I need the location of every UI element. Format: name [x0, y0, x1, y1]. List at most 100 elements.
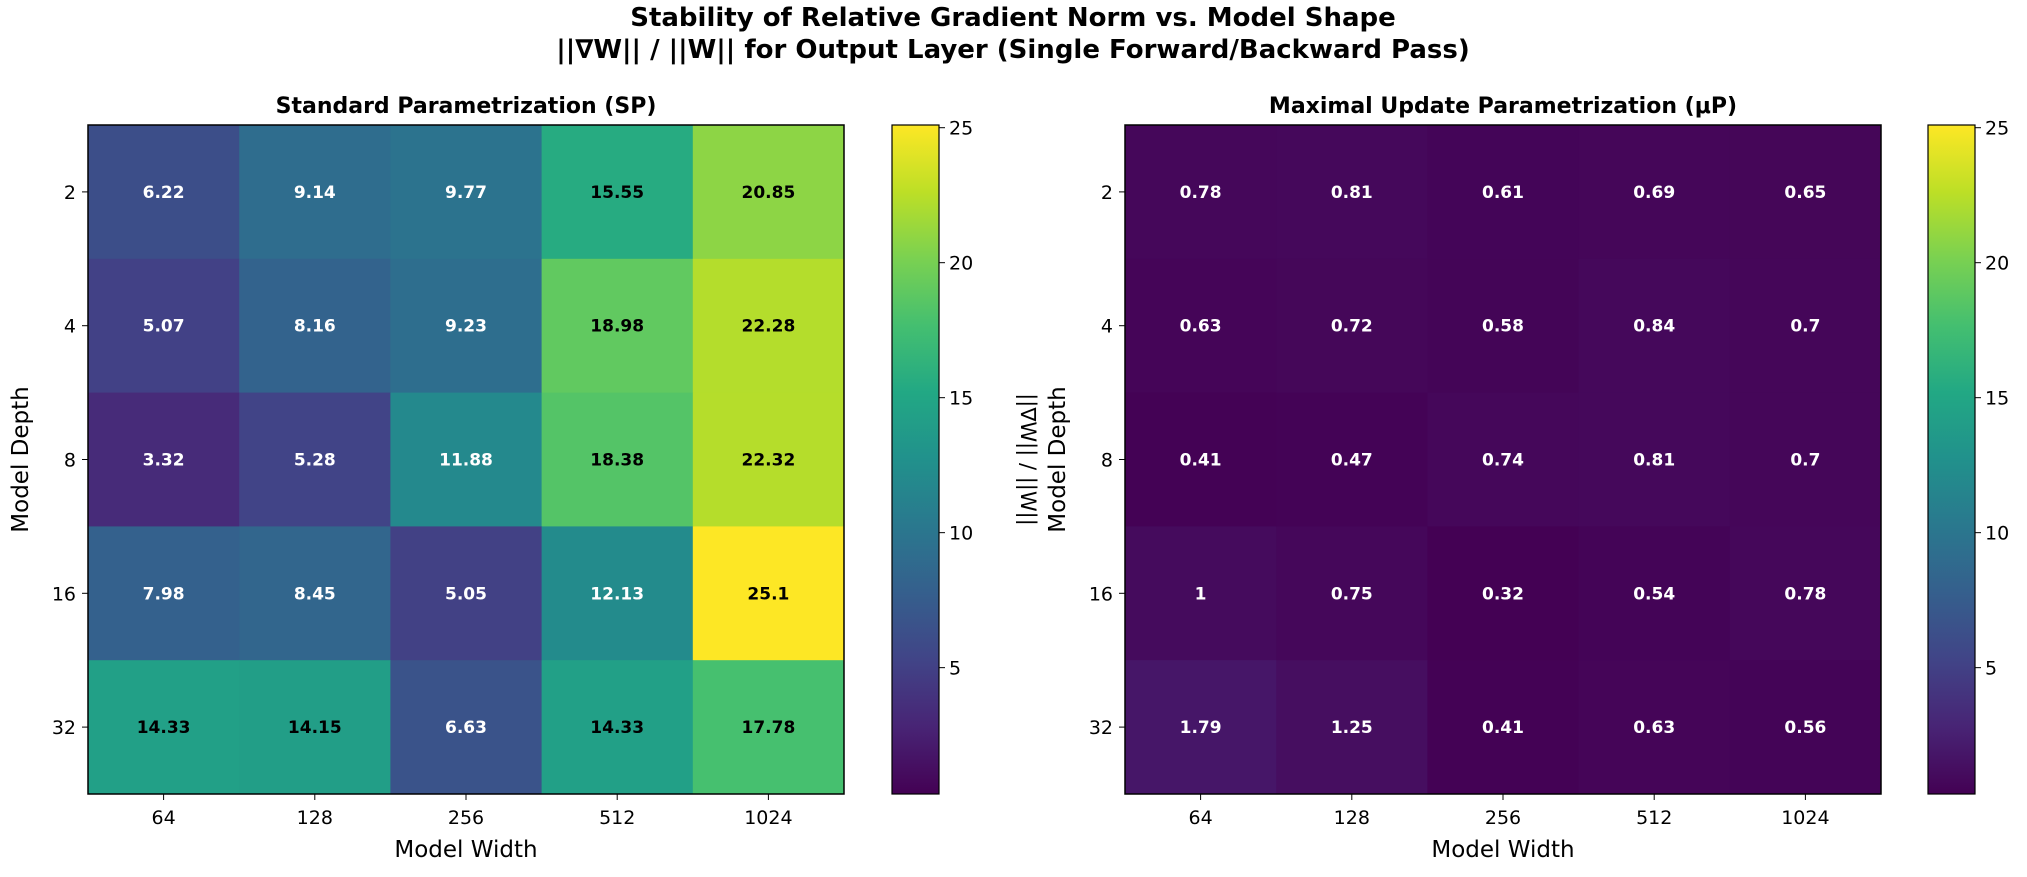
heatmap-cell [88, 258, 240, 394]
y-tick-label: 4 [64, 316, 76, 338]
heatmap-cell [1729, 526, 1882, 661]
heatmap-cell [1578, 125, 1731, 260]
heatmap-cell [541, 526, 694, 661]
heatmap-cell [239, 125, 391, 260]
cell-value-label: 14.33 [137, 718, 191, 738]
cell-value-label: 0.72 [1331, 317, 1373, 337]
cell-value-label: 9.23 [445, 317, 487, 337]
cell-value-label: 5.28 [294, 451, 336, 471]
cell-value-label: 11.88 [439, 451, 493, 471]
cell-value-label: 6.63 [445, 718, 487, 738]
cell-value-label: 5.05 [445, 584, 487, 604]
cell-value-label: 18.38 [590, 451, 644, 471]
cell-value-label: 6.22 [143, 183, 185, 203]
heatmap-cell [88, 392, 240, 527]
heatmap-cell [1729, 125, 1882, 260]
cell-value-label: 3.32 [143, 451, 185, 471]
colorbar-tick-label: 25 [949, 118, 973, 140]
cell-value-label: 0.63 [1633, 718, 1675, 738]
heatmap-cell [1276, 392, 1428, 527]
heatmap-cell [1578, 392, 1731, 527]
heatmap-panel-0: 6.22 9.14 9.77 15.55 20.85 5.07 8.16 9.23 18.98 2… [8, 94, 1040, 863]
heatmap-cell [390, 392, 543, 527]
cell-value-label: 0.78 [1180, 183, 1222, 203]
heatmap-cell [88, 526, 240, 661]
cell-value-label: 0.32 [1482, 584, 1524, 604]
cell-value-label: 9.14 [294, 183, 336, 203]
cell-value-label: 0.54 [1633, 584, 1675, 604]
colorbar-tick-label: 10 [949, 523, 973, 545]
cell-value-label: 12.13 [590, 584, 644, 604]
colorbar-tick-label: 25 [1985, 118, 2009, 140]
heatmap-cell [541, 258, 694, 394]
cell-value-label: 25.1 [747, 584, 789, 604]
y-tick-label: 2 [64, 182, 76, 204]
cell-value-label: 0.84 [1633, 317, 1675, 337]
heatmap-cell [1125, 526, 1277, 661]
y-tick-label: 2 [1101, 182, 1113, 204]
cell-value-label: 18.98 [590, 317, 644, 337]
heatmap-cell [1729, 392, 1882, 527]
heatmap-cell [1276, 526, 1428, 661]
heatmap-cell [692, 258, 845, 394]
y-tick-label: 32 [1089, 717, 1113, 739]
cell-value-label: 1 [1195, 584, 1207, 604]
cell-value-label: 22.28 [742, 317, 796, 337]
x-tick-label: 512 [599, 807, 635, 829]
cell-value-label: 8.16 [294, 317, 336, 337]
heatmap-cell [1578, 660, 1731, 795]
cell-value-label: 14.33 [590, 718, 644, 738]
heatmap-cell [239, 392, 391, 527]
x-tick-label: 128 [1334, 807, 1370, 829]
heatmap-cell [1578, 258, 1731, 394]
cell-value-label: 0.41 [1482, 718, 1524, 738]
cell-value-label: 0.75 [1331, 584, 1373, 604]
x-tick-label: 512 [1636, 807, 1672, 829]
colorbar-tick-label: 5 [949, 658, 961, 680]
x-tick-label: 64 [1189, 807, 1213, 829]
x-tick-label: 1024 [1781, 807, 1829, 829]
cell-value-label: 0.41 [1180, 451, 1222, 471]
cell-value-label: 7.98 [143, 584, 185, 604]
figure-title-line2: ||∇W|| / ||W|| for Output Layer (Single … [556, 35, 1470, 65]
heatmap-cell [390, 258, 543, 394]
cell-value-label: 0.74 [1482, 451, 1524, 471]
panel-title: Maximal Update Parametrization (μP) [1269, 94, 1737, 119]
heatmap-cell [1125, 660, 1277, 795]
panel-title: Standard Parametrization (SP) [276, 94, 657, 119]
x-axis-label: Model Width [1431, 837, 1574, 863]
heatmap-cell [692, 660, 845, 795]
heatmap-cell [239, 258, 391, 394]
colorbar [891, 124, 940, 795]
cell-value-label: 0.58 [1482, 317, 1524, 337]
heatmap-cell [1729, 660, 1882, 795]
cell-value-label: 8.45 [294, 584, 336, 604]
colorbar-tick-label: 20 [1985, 253, 2009, 275]
colorbar-tick-label: 5 [1985, 658, 1997, 680]
heatmap-cell [692, 526, 845, 661]
cell-value-label: 20.85 [742, 183, 796, 203]
colorbar-tick-label: 15 [1985, 388, 2009, 410]
heatmap-cell [1276, 125, 1428, 260]
colorbar-tick-label: 10 [1985, 523, 2009, 545]
x-tick-label: 1024 [744, 807, 792, 829]
x-tick-label: 64 [152, 807, 176, 829]
colorbar-tick-label: 20 [949, 253, 973, 275]
y-axis-label: Model Depth [1045, 386, 1071, 532]
cell-value-label: 9.77 [445, 183, 487, 203]
figure-title-line1: Stability of Relative Gradient Norm vs. … [630, 3, 1396, 33]
y-axis-label: Model Depth [8, 386, 34, 532]
y-tick-label: 8 [64, 450, 76, 472]
cell-value-label: 0.56 [1784, 718, 1826, 738]
cell-value-label: 0.81 [1331, 183, 1373, 203]
heatmap-cell [390, 526, 543, 661]
heatmap-cell [1578, 526, 1731, 661]
heatmap-cell [1276, 660, 1428, 795]
y-tick-label: 16 [52, 583, 76, 605]
x-axis-label: Model Width [394, 837, 537, 863]
cell-value-label: 0.7 [1790, 317, 1820, 337]
heatmap-cell [1276, 258, 1428, 394]
heatmap-cell [1427, 526, 1580, 661]
heatmap-cell [1125, 392, 1277, 527]
